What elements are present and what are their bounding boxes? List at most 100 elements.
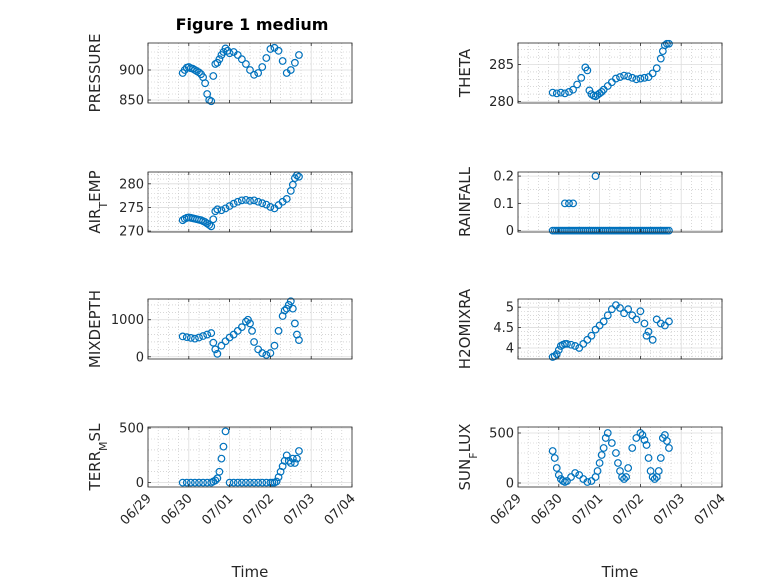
data-point [242,60,250,68]
data-point [583,66,592,75]
data-point [642,441,651,449]
data-point [571,342,580,350]
data-point [665,444,673,452]
data-point [620,71,628,80]
data-point [290,58,299,67]
axes-box [517,426,723,488]
data-point [616,304,624,312]
data-point [244,315,252,324]
figure-title: Figure 1 medium [176,15,329,34]
data-point [191,478,199,487]
y-axis-label-part: SL [86,423,104,442]
data-point [665,39,673,48]
data-point [262,351,271,359]
data-point [616,73,624,81]
y-axis-label-part: AIR [86,209,104,234]
data-point [648,473,657,481]
data-point [648,69,657,78]
data-point [211,345,220,354]
data-point [660,321,669,330]
y-axis-label-subscript: M [97,441,110,451]
data-point [567,473,575,481]
y-axis-label: RAINFALL [456,166,474,237]
data-point [618,473,626,481]
data-point [624,464,633,472]
data-point [242,317,250,326]
data-point [246,196,254,205]
data-point [186,478,195,487]
data-point [178,216,187,225]
data-point [552,350,561,359]
data-point [632,434,641,442]
data-point [644,327,653,336]
y-axis-label-subscript: F [467,452,480,458]
data-point [178,332,187,341]
subplot-5: 0 1000 MIXDEPTH [86,290,353,368]
data-point [614,459,622,467]
data-point [186,333,195,342]
y-tick-label: 0 [506,477,514,492]
y-tick-label: 500 [119,422,144,437]
subplot-grid: 850 900 PRESSURE 280 285 THETA 270 275 280 AIRTEM… [86,34,729,581]
data-point [624,305,633,314]
data-point [599,444,608,452]
data-point [250,196,258,205]
y-tick-label: 850 [119,94,144,109]
axes-box [517,171,723,233]
data-point [221,427,230,436]
data-point [270,341,279,350]
data-point [624,72,633,81]
data-point [217,454,226,463]
data-point [225,49,234,58]
data-point [191,334,199,343]
data-point [640,436,649,444]
data-point [229,478,238,487]
data-point [644,454,653,462]
data-point [286,66,295,74]
data-point [182,478,191,487]
data-point [603,311,612,320]
data-point [548,447,557,455]
data-point [274,46,283,55]
data-point [583,335,592,344]
data-point [286,297,295,306]
data-point [628,73,637,82]
data-point [207,329,216,337]
data-point [217,206,226,215]
data-point [628,311,637,320]
data-point [665,226,673,235]
data-point [591,172,600,180]
data-point [563,339,571,348]
y-axis-label: THETA [456,48,474,98]
data-point [242,195,250,204]
data-point [565,87,573,96]
data-point [221,44,230,53]
y-tick-label: 900 [119,64,144,79]
data-point [552,464,561,472]
data-point [665,317,673,326]
y-tick-label: 5 [506,301,514,316]
data-point [554,346,563,354]
y-tick-label: 4 [506,341,514,356]
data-point [663,437,671,445]
data-point [280,306,289,315]
data-point [632,75,641,84]
data-point [620,309,628,318]
data-point [293,454,301,463]
subplot-4: 0 0.1 0.2 RAINFALL [456,166,723,239]
data-point [648,335,657,344]
data-point [233,51,242,59]
data-point [258,349,267,357]
data-point [575,471,584,479]
data-point [656,454,665,462]
data-point [288,304,297,313]
subplot-6: 4 4.5 5 H2OMIXRA [456,288,723,369]
data-point [199,332,207,340]
data-point [569,85,577,94]
y-tick-label: 275 [119,201,144,216]
data-point [213,349,222,358]
data-point [215,467,224,476]
data-point [595,321,604,330]
data-point [248,326,256,335]
